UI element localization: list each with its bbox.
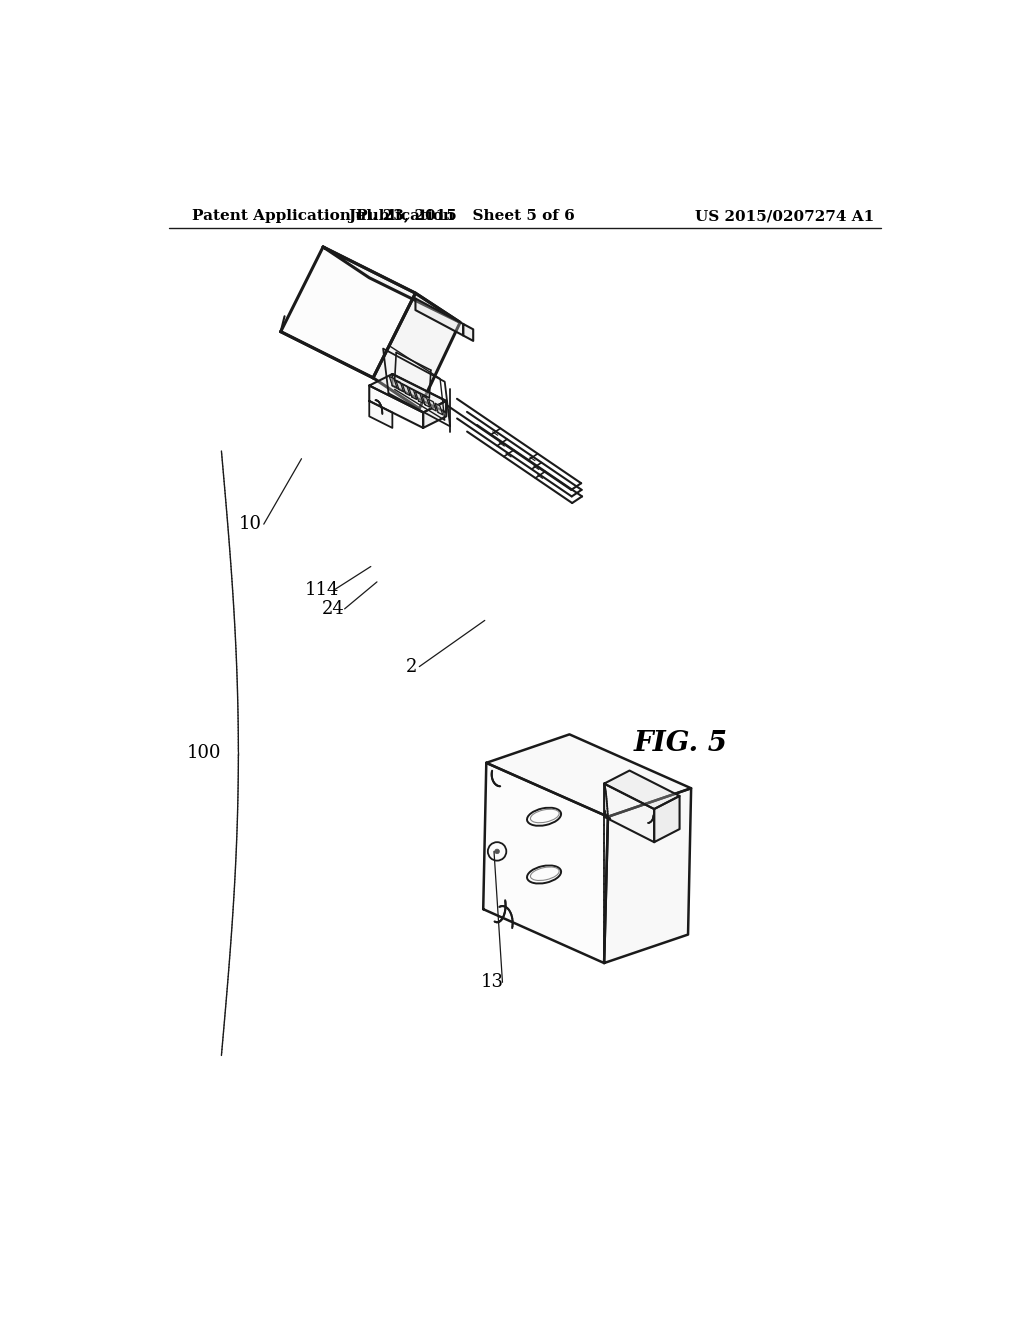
Text: Jul. 23, 2015   Sheet 5 of 6: Jul. 23, 2015 Sheet 5 of 6 bbox=[348, 209, 575, 223]
Polygon shape bbox=[323, 247, 460, 322]
Text: 100: 100 bbox=[186, 744, 221, 762]
Polygon shape bbox=[389, 376, 397, 388]
Polygon shape bbox=[392, 374, 446, 412]
Polygon shape bbox=[654, 796, 680, 842]
Polygon shape bbox=[423, 401, 446, 428]
Polygon shape bbox=[396, 380, 403, 392]
Polygon shape bbox=[416, 392, 423, 404]
Polygon shape bbox=[370, 401, 392, 428]
Circle shape bbox=[495, 849, 500, 854]
Text: 13: 13 bbox=[481, 973, 504, 991]
Polygon shape bbox=[370, 374, 446, 412]
Text: 114: 114 bbox=[304, 581, 339, 598]
Polygon shape bbox=[281, 247, 416, 378]
Polygon shape bbox=[604, 788, 691, 964]
Text: 2: 2 bbox=[406, 657, 418, 676]
Polygon shape bbox=[422, 396, 430, 407]
Text: 10: 10 bbox=[239, 515, 261, 533]
Polygon shape bbox=[483, 763, 608, 964]
Text: Patent Application Publication: Patent Application Publication bbox=[193, 209, 455, 223]
Polygon shape bbox=[409, 388, 417, 400]
Text: US 2015/0207274 A1: US 2015/0207274 A1 bbox=[695, 209, 874, 223]
Polygon shape bbox=[373, 293, 460, 409]
Polygon shape bbox=[604, 784, 654, 842]
Polygon shape bbox=[435, 404, 442, 414]
Polygon shape bbox=[402, 384, 410, 396]
Polygon shape bbox=[486, 734, 691, 817]
Polygon shape bbox=[604, 771, 680, 809]
Polygon shape bbox=[416, 298, 463, 335]
Polygon shape bbox=[429, 400, 436, 411]
Polygon shape bbox=[463, 323, 473, 341]
Text: FIG. 5: FIG. 5 bbox=[634, 730, 728, 758]
Text: 24: 24 bbox=[322, 599, 344, 618]
Polygon shape bbox=[370, 385, 423, 428]
